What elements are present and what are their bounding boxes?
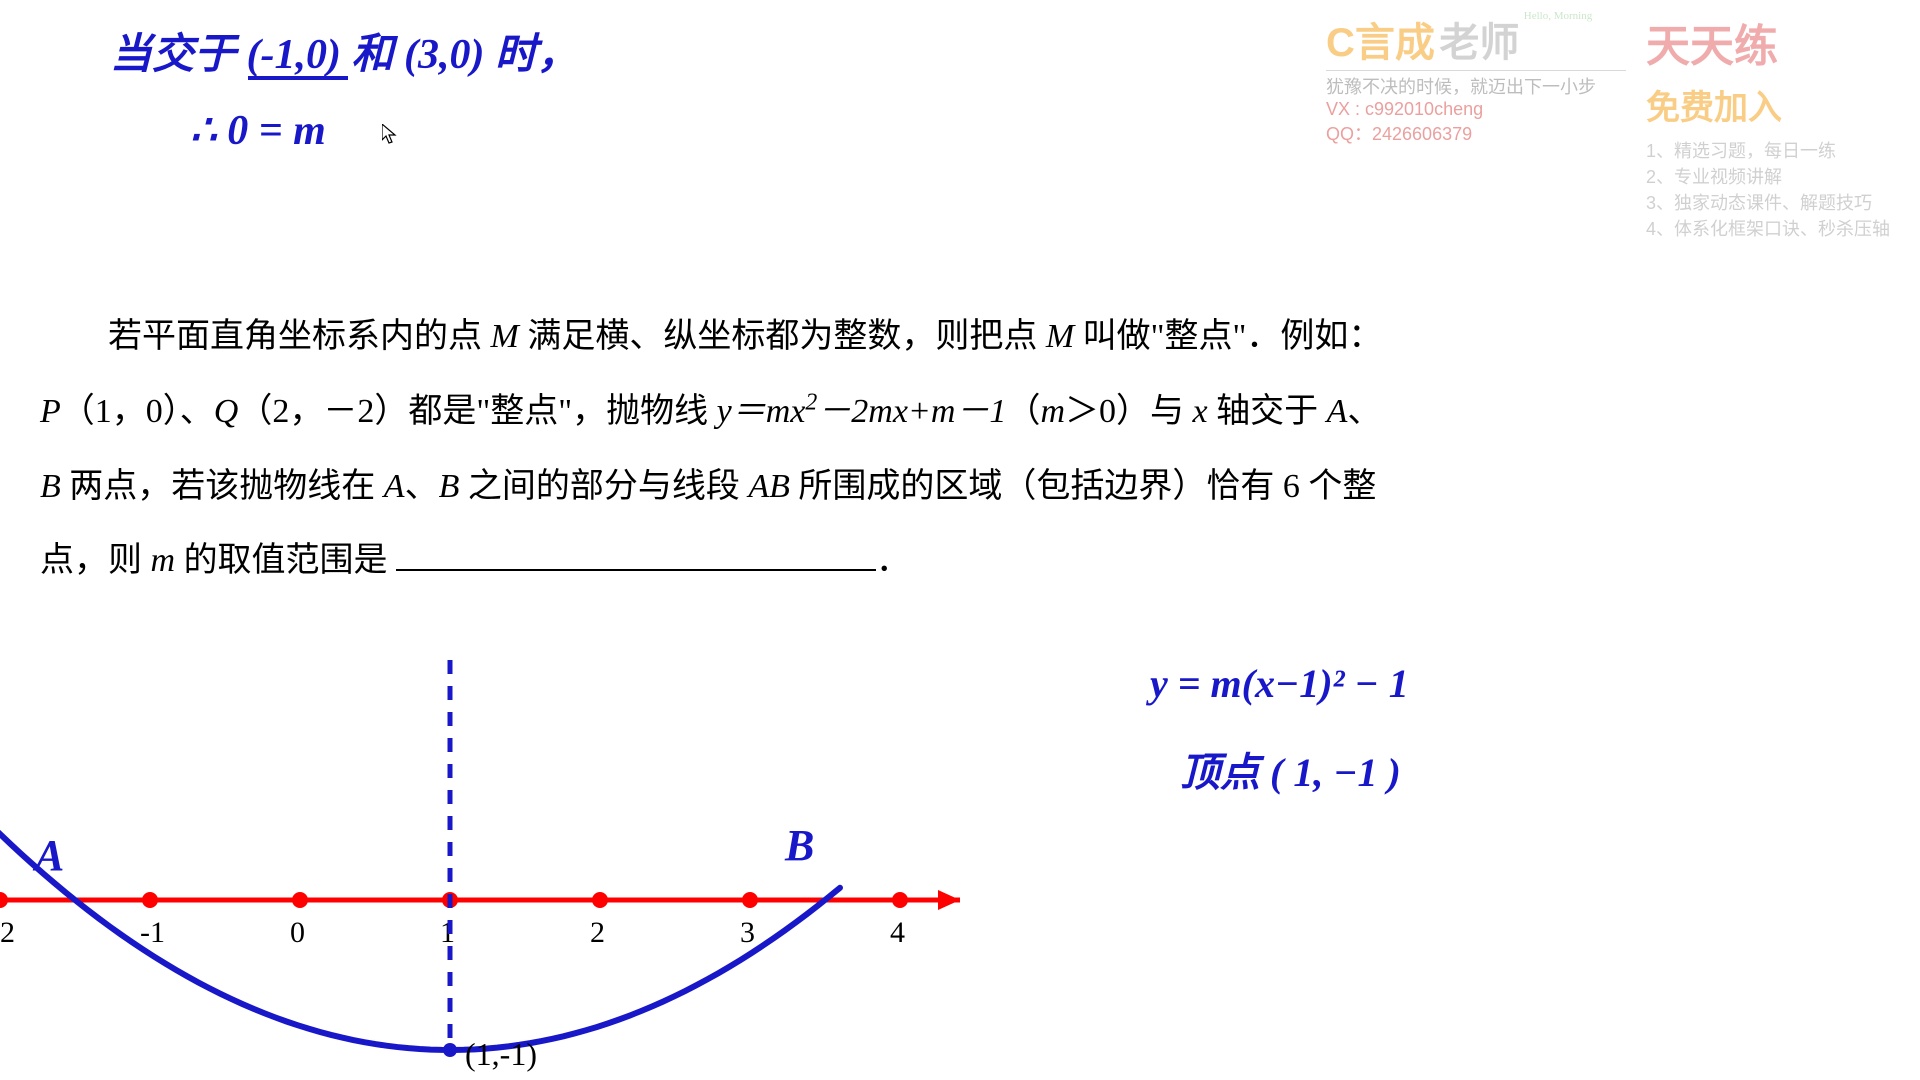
x-tick-dot <box>292 892 308 908</box>
handwriting-vertex-form: y = m(x−1)² − 1 <box>1150 660 1409 707</box>
watermark-qq: QQ：2426606379 <box>1326 120 1626 146</box>
x-tick-dot <box>742 892 758 908</box>
x-tick-label: 0 <box>290 916 305 949</box>
watermark-daily: 天天练 <box>1646 10 1890 74</box>
mouse-cursor-icon <box>382 124 398 146</box>
watermark-logo-yancheng: 言成 <box>1355 21 1435 65</box>
vertex-point <box>443 1043 457 1057</box>
problem-text: 若平面直角坐标系内的点 M 满足横、纵坐标都为整数，则把点 M 叫做"整点"．例… <box>40 300 1840 599</box>
label-B: B <box>784 821 814 870</box>
x-tick-dot <box>442 892 458 908</box>
parabola-curve <box>0 789 840 1050</box>
x-tick-label: -2 <box>0 916 15 949</box>
watermark-logo-c: C <box>1326 21 1355 65</box>
handwriting-line2: ∴ 0 = m <box>190 105 326 155</box>
answer-blank <box>396 563 876 572</box>
watermark-hello: Hello, Morning <box>1524 10 1592 22</box>
label-A: A <box>32 831 64 880</box>
equation: y＝mx2－2mx+m－1 <box>717 393 1007 430</box>
handwriting-line1: 当交于 (-1,0) 和 (3,0) 时， <box>110 20 579 81</box>
watermark-block: C言成 老师 Hello, Morning 犹豫不决的时候，就迈出下一小步 VX… <box>1326 10 1890 241</box>
x-tick-label: 4 <box>890 916 905 949</box>
x-tick-dot <box>592 892 608 908</box>
vertex-coord-label: (1,-1) <box>465 1036 537 1072</box>
x-tick-label: -1 <box>140 916 165 949</box>
watermark-vx: VX : c992010cheng <box>1326 99 1626 120</box>
watermark-free-join: 免费加入 <box>1646 80 1890 129</box>
watermark-sub: 犹豫不决的时候，就迈出下一小步 <box>1326 73 1626 99</box>
handwriting-vertex-label: 顶点 ( 1, −1 ) <box>1180 740 1401 798</box>
watermark-logo-teacher: 老师 <box>1439 21 1519 65</box>
watermark-feature: 3、独家动态课件、解题技巧 <box>1646 189 1890 215</box>
x-axis-arrow-icon <box>938 890 960 910</box>
x-tick-label: 1 <box>440 916 455 949</box>
x-tick-dot <box>0 892 8 908</box>
watermark-divider <box>1326 70 1626 71</box>
x-tick-dot <box>142 892 158 908</box>
x-tick-label: 3 <box>740 916 755 949</box>
x-tick-dot <box>892 892 908 908</box>
watermark-feature: 2、专业视频讲解 <box>1646 163 1890 189</box>
x-tick-label: 2 <box>590 916 605 949</box>
watermark-feature: 1、精选习题，每日一练 <box>1646 137 1890 163</box>
watermark-features: 1、精选习题，每日一练2、专业视频讲解3、独家动态课件、解题技巧4、体系化框架口… <box>1646 137 1890 241</box>
watermark-feature: 4、体系化框架口诀、秒杀压轴 <box>1646 215 1890 241</box>
